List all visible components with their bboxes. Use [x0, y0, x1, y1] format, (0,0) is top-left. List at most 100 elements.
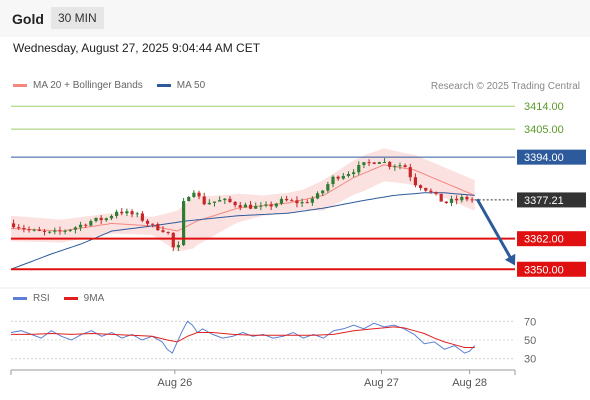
candle-body: [218, 200, 222, 202]
candle-body: [254, 206, 258, 209]
ma20-line: [10, 164, 475, 232]
level-label-bg: [517, 192, 586, 208]
candle-body: [274, 203, 278, 207]
instrument-title: Gold: [12, 11, 44, 27]
candle-body: [135, 213, 139, 215]
candle-body: [279, 198, 284, 204]
legend-label: RSI: [33, 293, 50, 304]
candle-body: [352, 172, 356, 174]
candle-body: [63, 230, 67, 232]
x-tick-label: Aug 26: [157, 377, 192, 389]
candle-body: [295, 200, 299, 204]
rsi-swatch: [13, 297, 27, 300]
forecast-arrow: [475, 198, 514, 262]
research-credit: Research © 2025 Trading Central: [430, 81, 580, 92]
candle-body: [408, 167, 412, 178]
title-bar: Gold 30 MIN: [0, 0, 590, 37]
level-label-bg: [517, 231, 586, 247]
main-legend: MA 20 + Bollinger Bands MA 50: [13, 80, 213, 91]
level-label: 3405.00: [524, 124, 564, 136]
candle-body: [465, 196, 469, 200]
candle-body: [449, 198, 454, 204]
level-label: 3362.00: [524, 234, 564, 246]
legend-label: MA 20 + Bollinger Bands: [33, 80, 143, 91]
candle-body: [151, 223, 155, 225]
candle-body: [362, 162, 366, 166]
candle-body: [336, 176, 340, 179]
candle-body: [58, 230, 62, 232]
candle-body: [48, 231, 52, 233]
candle-body: [444, 201, 448, 204]
legend-item-9ma: 9MA: [63, 293, 105, 304]
candle-body: [166, 231, 170, 233]
candle-body: [42, 230, 47, 232]
candle-body: [305, 202, 309, 204]
candle-body: [140, 213, 144, 221]
candle-body: [398, 165, 402, 167]
timeframe-button[interactable]: 30 MIN: [51, 7, 104, 29]
rsi-legend: RSI 9MA: [13, 293, 112, 304]
timestamp: Wednesday, August 27, 2025 9:04:44 AM CE…: [13, 41, 261, 55]
rsi-tick-label: 50: [524, 335, 536, 347]
ma20-swatch: [13, 84, 27, 87]
candle-body: [104, 218, 108, 221]
x-tick-label: Aug 27: [364, 377, 399, 389]
candle-body: [223, 198, 227, 201]
x-tick-label: Aug 28: [452, 377, 487, 389]
candle-body: [300, 202, 304, 204]
candle-body: [243, 204, 248, 208]
candle-body: [73, 227, 77, 230]
level-label-bg: [517, 149, 586, 165]
level-label: 3414.00: [524, 101, 564, 113]
candle-body: [424, 187, 428, 191]
legend-item-ma50: MA 50: [156, 80, 205, 91]
candle-body: [372, 162, 376, 164]
candle-body: [130, 211, 134, 215]
candle-body: [357, 165, 361, 173]
candle-body: [145, 220, 150, 224]
candle-body: [331, 176, 335, 185]
candle-body: [429, 190, 433, 192]
candle-body: [17, 227, 21, 229]
candle-body: [418, 185, 423, 188]
legend-label: 9MA: [83, 293, 105, 304]
forecast-arrow-head: [504, 253, 516, 266]
rsi-tick-label: 30: [524, 354, 536, 366]
candle-body: [125, 211, 129, 214]
candle-body: [259, 205, 263, 207]
candle-body: [228, 198, 232, 202]
candle-body: [382, 161, 387, 163]
candle-body: [197, 192, 201, 197]
ma50-swatch: [156, 84, 171, 87]
rsi-series-rsi: [10, 320, 476, 354]
candle-body: [37, 229, 41, 231]
ma50-line: [10, 192, 475, 270]
candle-body: [176, 245, 181, 248]
candle-body: [11, 223, 16, 228]
candle-body: [84, 224, 88, 226]
candle-body: [341, 175, 345, 179]
candle-body: [439, 193, 443, 202]
legend-item-rsi: RSI: [13, 293, 50, 304]
candle-body: [68, 229, 72, 231]
candle-body: [120, 211, 124, 214]
candle-body: [346, 173, 351, 176]
candle-body: [393, 166, 397, 168]
candle-body: [115, 211, 119, 216]
candle-body: [233, 201, 237, 206]
level-label-bg: [517, 261, 586, 277]
candle-body: [315, 193, 320, 199]
candle-body: [187, 197, 191, 202]
candle-body: [388, 161, 392, 167]
candle-body: [171, 232, 175, 248]
candle-body: [192, 192, 196, 198]
candle-body: [78, 224, 83, 228]
candle-body: [89, 221, 93, 226]
candle-body: [413, 177, 418, 186]
candle-body: [377, 162, 381, 164]
level-label: 3377.21: [524, 195, 564, 207]
rsi-series-9ma: [11, 326, 475, 348]
candle-body: [285, 198, 289, 201]
level-label: 3350.00: [524, 264, 564, 276]
